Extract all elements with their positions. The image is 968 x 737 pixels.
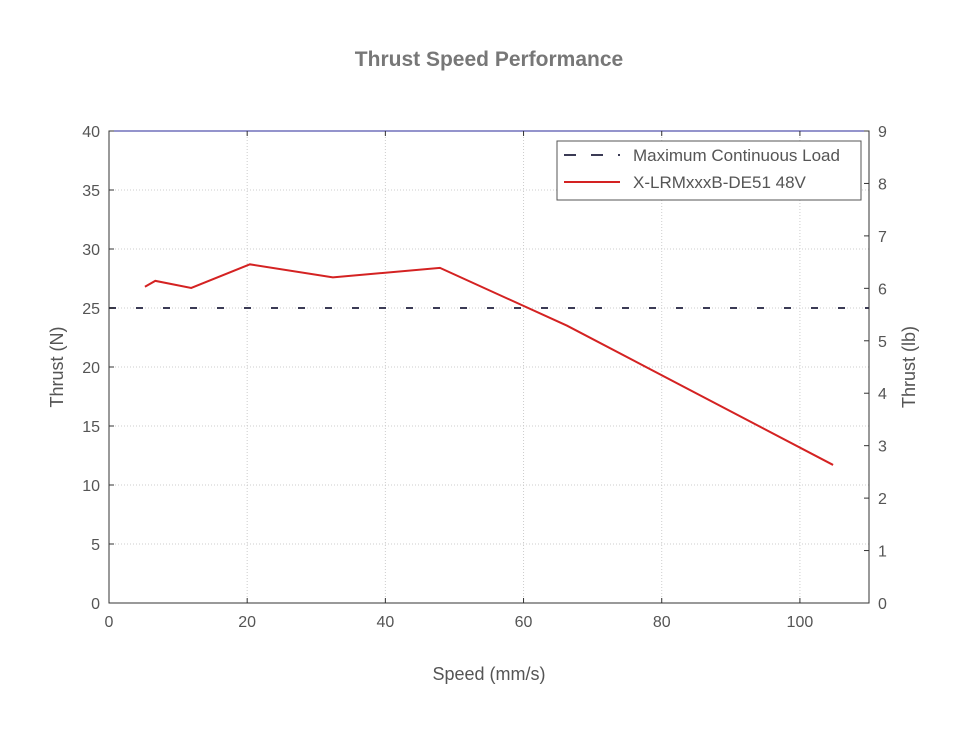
y-tick-label: 0 — [91, 596, 100, 613]
legend-label-max-load: Maximum Continuous Load — [633, 146, 840, 165]
y-tick-label: 5 — [91, 537, 100, 554]
x-tick-label: 0 — [105, 614, 114, 631]
legend: Maximum Continuous Load X-LRMxxxB-DE51 4… — [556, 140, 862, 201]
x-tick-label: 20 — [238, 614, 256, 631]
y-tick-label: 25 — [82, 301, 100, 318]
y-tick-label: 35 — [82, 183, 100, 200]
y-tick-label: 15 — [82, 419, 100, 436]
y2-axis-label: Thrust (lb) — [899, 326, 919, 408]
x-axis-label: Speed (mm/s) — [432, 664, 545, 684]
y-tick-label: 10 — [82, 478, 100, 495]
y2-tick-label: 3 — [878, 439, 887, 456]
thrust-series-line — [144, 263, 834, 466]
y2-tick-label: 2 — [878, 491, 887, 508]
chart-title: Thrust Speed Performance — [355, 48, 623, 71]
y-tick-label: 40 — [82, 124, 100, 141]
legend-box — [556, 140, 862, 201]
x-tick-label: 60 — [515, 614, 533, 631]
series-layer — [109, 263, 869, 466]
y2-tick-label: 1 — [878, 544, 887, 561]
y2-tick-label: 0 — [878, 596, 887, 613]
x-tick-label: 100 — [787, 614, 814, 631]
legend-label-thrust: X-LRMxxxB-DE51 48V — [633, 173, 807, 192]
y-tick-label: 20 — [82, 360, 100, 377]
grid — [108, 130, 869, 604]
ticks: 0 20 40 60 80 100 0 5 10 15 20 25 30 35 40 0 1 2 3 4 5 6 7 8 9 — [82, 124, 887, 631]
y2-tick-label: 9 — [878, 124, 887, 141]
y-tick-label: 30 — [82, 242, 100, 259]
y2-tick-label: 4 — [878, 386, 887, 403]
x-tick-label: 40 — [376, 614, 394, 631]
y2-tick-label: 8 — [878, 176, 887, 193]
y-axis-label: Thrust (N) — [47, 327, 67, 408]
y2-tick-label: 5 — [878, 334, 887, 351]
y2-tick-label: 7 — [878, 229, 887, 246]
x-tick-label: 80 — [653, 614, 671, 631]
y2-tick-label: 6 — [878, 281, 887, 298]
